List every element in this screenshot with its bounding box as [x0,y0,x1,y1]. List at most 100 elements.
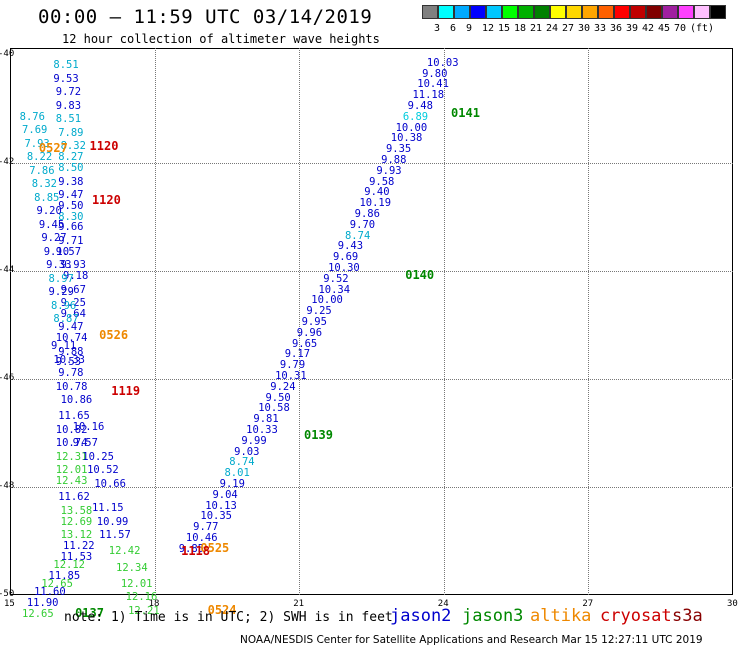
wave-height-label: 10.25 [82,450,114,463]
wave-height-label: 9.80 [422,67,448,80]
wave-height-label: 10.16 [72,421,105,434]
wave-height-label: 9.88 [381,153,407,166]
wave-height-label: 10.74 [55,437,88,450]
wave-height-label: 9.57 [55,245,82,258]
legend-label: 24 [546,23,559,34]
wave-height-label: 9.47 [58,189,84,201]
wave-height-label: 9.25 [60,297,86,309]
wave-height-label: 10.78 [55,380,88,393]
wave-height-label: 10.33 [53,353,85,366]
y-tick-label: -44 [0,265,15,275]
grid-line-lat [10,271,733,272]
wave-height-label: 9.79 [279,359,306,372]
x-tick-label: 27 [582,599,594,609]
wave-height-label: 12.31 [55,450,88,463]
wave-height-label: 13.58 [60,504,93,517]
wave-height-label: 10.99 [96,515,129,528]
wave-height-label: 9.57 [72,437,98,450]
x-tick-label: 24 [437,599,449,609]
wave-height-label: 11.65 [58,410,90,423]
legend-swatch [486,5,502,19]
legend-label: 70 [674,23,687,34]
wave-height-label: 9.67 [60,283,86,296]
wave-height-label: 9.33 [46,259,72,272]
legend-swatch [614,5,630,19]
wave-height-label: 9.52 [323,272,349,285]
wave-height-label: 11.15 [91,502,124,515]
wave-height-label: 9.77 [193,521,219,534]
legend-label: 21 [530,23,543,34]
wave-height-label: 9.53 [53,72,79,85]
legend-swatch [454,5,470,19]
wave-height-label: 11.22 [63,540,95,552]
wave-height-label: 8.51 [53,59,79,72]
wave-height-label: 9.50 [265,391,291,404]
wave-height-label: 10.52 [87,464,119,477]
pass-time-label: 0137 [75,605,104,620]
pass-time-label: 0139 [304,427,333,442]
wave-height-label: 9.11 [50,340,77,353]
wave-height-label: 8.87 [53,313,79,326]
legend-swatch [598,5,614,19]
wave-height-label: 9.18 [63,270,89,282]
wave-height-label: 8.74 [229,456,255,469]
wave-height-label: 9.66 [58,221,84,234]
wave-height-label: 7.69 [22,124,48,137]
wave-height-label: 11.90 [26,596,59,609]
grid-line-lon [299,48,301,595]
wave-height-label: 12.65 [41,577,73,590]
wave-height-label: 9.70 [349,218,376,231]
legend-label: 3 [434,23,441,34]
y-tick-label: -50 [0,589,15,599]
wave-height-label: 11.18 [412,89,445,102]
legend-swatch [534,5,550,19]
grid-line-lat [10,163,733,164]
y-tick-label: -42 [0,157,15,167]
wave-height-label: 8.22 [26,151,53,164]
wave-height-label: 10.46 [185,531,218,544]
wave-height-label: 9.25 [306,305,332,318]
wave-height-label: 9.20 [36,205,62,218]
wave-height-label: 9.93 [60,259,86,272]
satellite-altika: altika [530,606,592,626]
wave-height-label: 10.35 [200,510,232,523]
map-plot-area[interactable] [10,48,733,595]
x-tick-label: 15 [4,599,15,609]
wave-height-label: 9.03 [234,445,260,458]
y-tick-label: -46 [0,373,15,383]
wave-height-label: 8.74 [344,229,371,242]
pass-time-label: 0527 [38,141,68,156]
wave-height-label: 9.96 [296,326,323,339]
legend-label: 36 [610,23,623,34]
x-tick-label: 18 [148,599,160,609]
page-subtitle: 12 hour collection of altimeter wave hei… [62,32,380,46]
wave-height-label: 8.27 [58,151,84,164]
pass-time-label: 0141 [451,106,480,121]
wave-height-label: 12.16 [125,591,158,604]
wave-height-label: 9.10 [43,245,70,258]
wave-height-label: 8.01 [224,467,250,480]
wave-height-label: 9.35 [385,143,412,156]
wave-height-label: 8.32 [31,178,57,191]
wave-height-label: 9.19 [219,477,245,490]
credit-line: NOAA/NESDIS Center for Satellite Applica… [240,634,703,646]
wave-height-label: 7.93 [24,137,50,150]
legend-swatch [678,5,694,19]
legend-swatch [566,5,582,19]
legend-label: 33 [594,23,607,34]
page-title: 00:00 – 11:59 UTC 03/14/2019 [38,6,373,28]
satellite-cryosat: cryosat [600,606,672,626]
wave-height-label: 9.83 [55,99,82,112]
wave-height-label: 10.31 [275,369,307,382]
pass-time-label: 0525 [200,541,230,555]
wave-height-label: 9.88 [58,345,84,358]
legend-swatch [694,5,710,19]
wave-height-label: 12.34 [116,561,148,574]
legend-swatch [710,5,726,19]
legend-swatch [502,5,518,19]
legend-swatch [438,5,454,19]
wave-height-label: 9.85 [178,542,204,555]
pass-time-label: 1120 [89,138,119,153]
wave-height-label: 10.03 [426,56,459,69]
legend-label: (ft) [690,23,715,34]
